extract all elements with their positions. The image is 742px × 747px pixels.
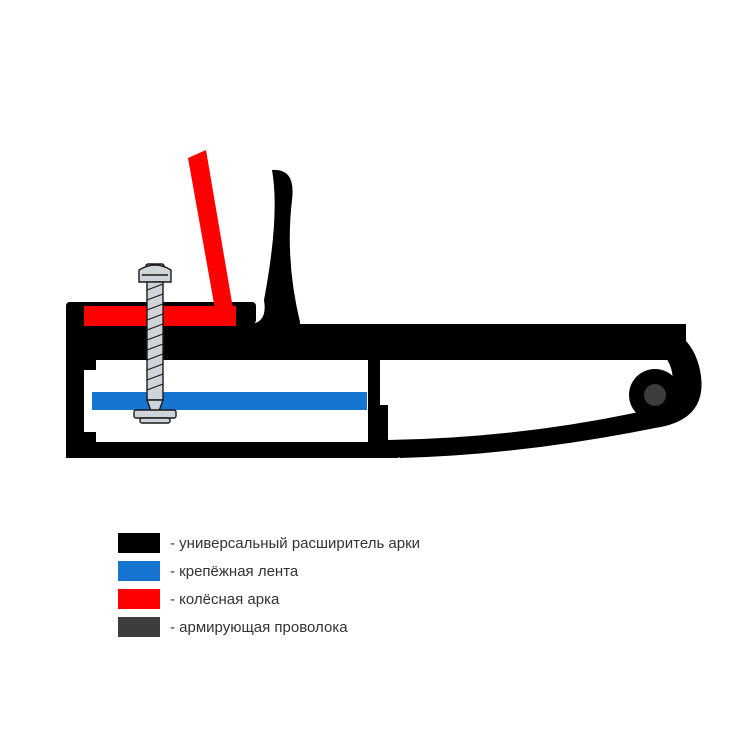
legend-row-grey: - армирующая проволока xyxy=(118,614,420,640)
wire-circle xyxy=(644,384,666,406)
legend-label: - универсальный расширитель арки xyxy=(170,535,420,552)
legend: - универсальный расширитель арки - крепё… xyxy=(118,530,420,642)
legend-label: - колёсная арка xyxy=(170,591,279,608)
legend-row-blue: - крепёжная лента xyxy=(118,558,420,584)
legend-swatch xyxy=(118,617,160,637)
legend-label: - армирующая проволока xyxy=(170,619,348,636)
legend-label: - крепёжная лента xyxy=(170,563,298,580)
legend-swatch xyxy=(118,589,160,609)
legend-swatch xyxy=(118,561,160,581)
legend-swatch xyxy=(118,533,160,553)
blue-tape xyxy=(92,392,367,410)
legend-row-black: - универсальный расширитель арки xyxy=(118,530,420,556)
legend-row-red: - колёсная арка xyxy=(118,586,420,612)
